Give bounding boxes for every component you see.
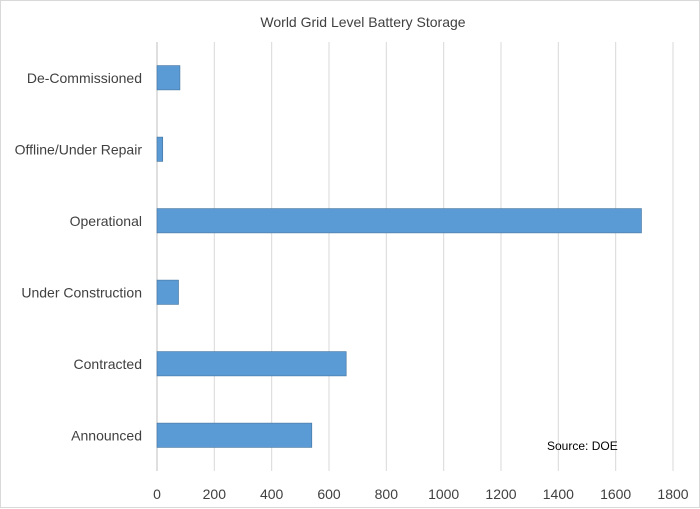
category-labels: De-Commissioned Offline/Under Repair Opera…	[15, 70, 143, 444]
grid-lines	[156, 42, 674, 471]
x-tick-label: 200	[203, 486, 227, 502]
bar	[156, 351, 347, 377]
x-tick-label: 1400	[543, 486, 574, 502]
category-label: De-Commissioned	[27, 70, 142, 86]
bar	[156, 208, 642, 234]
x-tick-label: 0	[153, 486, 161, 502]
chart-title: World Grid Level Battery Storage	[260, 14, 465, 30]
x-tick-label: 800	[375, 486, 399, 502]
category-label: Operational	[70, 213, 142, 229]
source-annotation: Source: DOE	[547, 439, 618, 453]
x-tick-labels: 0 200 400 600 800 1000 1200 1400 1600 1800	[153, 486, 689, 502]
x-tick-label: 400	[260, 486, 284, 502]
bar	[156, 422, 313, 448]
x-tick-label: 1200	[485, 486, 516, 502]
category-label: Under Construction	[21, 284, 142, 300]
bar	[156, 136, 164, 162]
bar	[156, 279, 179, 305]
category-label: Offline/Under Repair	[15, 141, 143, 157]
category-label: Contracted	[74, 356, 142, 372]
bar	[156, 65, 181, 91]
bars	[156, 65, 642, 448]
x-tick-label: 1800	[657, 486, 688, 502]
category-label: Announced	[71, 427, 142, 443]
x-tick-label: 1000	[428, 486, 459, 502]
x-tick-label: 1600	[600, 486, 631, 502]
x-tick-label: 600	[317, 486, 341, 502]
